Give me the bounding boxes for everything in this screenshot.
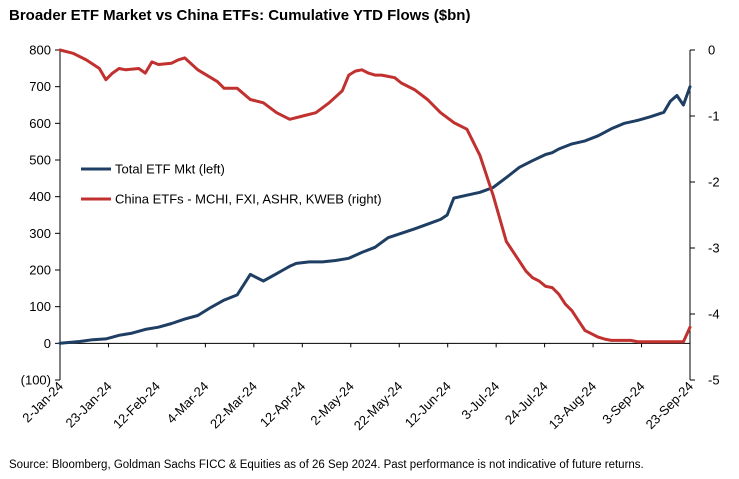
right-tick-label: 0 [708,43,715,58]
left-tick-label: 800 [29,43,51,58]
right-axis: 0 -1 -2 -3 -4 -5 [689,43,720,388]
x-tick-label: 23-Sep-24 [643,379,697,433]
left-tick-label: 300 [29,226,51,241]
series-line-total-etf [58,85,692,345]
left-tick-label: 200 [29,263,51,278]
left-tick-label: 100 [29,299,51,314]
chart-title: Broader ETF Market vs China ETFs: Cumula… [9,7,471,24]
legend: Total ETF Mkt (left) China ETFs - MCHI, F… [81,162,382,207]
left-tick-label: 500 [29,153,51,168]
left-tick-label: 0 [44,336,51,351]
right-tick-label: -1 [708,109,720,124]
legend-label: China ETFs - MCHI, FXI, ASHR, KWEB (righ… [115,192,382,207]
legend-label: Total ETF Mkt (left) [115,162,225,177]
x-tick-label: 24-Jul-24 [502,379,551,428]
series-line-china-etfs [58,48,692,344]
right-tick-label: -4 [708,307,720,322]
x-tick-label: 23-Jan-24 [63,379,115,431]
left-axis: 800 700 600 500 400 300 200 100 0 (100) [21,43,61,388]
x-tick-label: 12-Jun-24 [402,379,454,431]
right-tick-label: -3 [708,241,720,256]
x-tick-label: 12-Feb-24 [110,379,163,432]
x-tick-label: 3-Jul-24 [458,379,502,423]
series-layer [58,48,692,345]
source-note: Source: Bloomberg, Goldman Sachs FICC & … [9,459,644,471]
left-tick-label: (100) [21,373,51,388]
x-tick-label: 13-Aug-24 [546,379,600,433]
x-tick-label: 22-May-24 [351,379,406,434]
left-tick-label: 600 [29,116,51,131]
x-tick-label: 2-May-24 [307,379,356,428]
x-tick-label: 4-Mar-24 [164,379,212,427]
right-tick-label: -5 [708,373,720,388]
x-tick-label: 3-Sep-24 [599,379,647,427]
x-tick-label: 12-Apr-24 [257,379,308,430]
left-tick-label: 400 [29,189,51,204]
left-tick-label: 700 [29,79,51,94]
x-tick-label: 22-Mar-24 [207,379,260,432]
right-tick-label: -2 [708,175,720,190]
